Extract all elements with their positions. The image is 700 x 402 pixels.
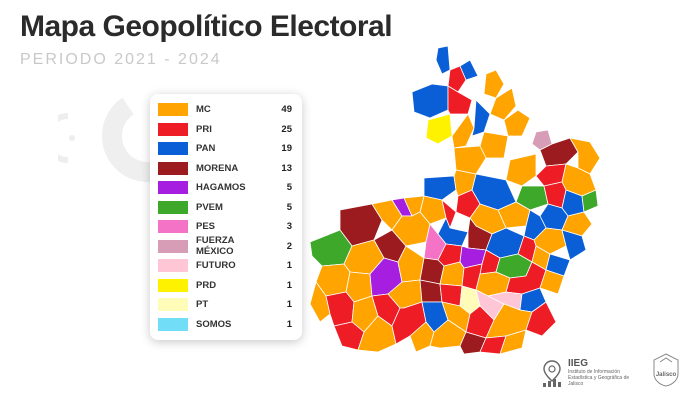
legend-value: 2 <box>286 240 292 252</box>
municipality <box>561 229 587 261</box>
legend-label: PES <box>196 221 216 233</box>
legend-value: 1 <box>286 299 292 311</box>
jalisco-emblem-icon <box>653 353 679 387</box>
municipality <box>505 153 537 187</box>
municipality <box>581 189 599 213</box>
legend-value: 49 <box>281 104 292 116</box>
legend-label: PVEM <box>196 201 223 213</box>
municipality <box>391 211 431 247</box>
legend-swatch <box>158 220 188 234</box>
municipality <box>459 59 479 81</box>
legend-value: 13 <box>281 162 292 174</box>
legend-item-futuro: FUTURO 1 <box>158 256 292 276</box>
municipality <box>411 83 449 119</box>
legend-item-pvem: PVEM 5 <box>158 198 292 218</box>
legend-value: 1 <box>286 318 292 330</box>
legend-swatch <box>158 278 188 292</box>
jalisco-label: Jalisco <box>655 372 677 378</box>
legend-item-fuerza-mexico: FUERZA MÉXICO 2 <box>158 235 292 258</box>
municipality <box>451 113 475 149</box>
legend-label: PAN <box>196 143 216 155</box>
legend-swatch <box>158 239 188 253</box>
legend-swatch <box>158 259 188 273</box>
municipality <box>435 45 451 75</box>
municipality <box>453 145 487 175</box>
location-pin-icon <box>543 359 561 387</box>
legend-item-pan: PAN 19 <box>158 139 292 159</box>
municipality <box>447 85 473 115</box>
legend-label: SOMOS <box>196 318 232 330</box>
legend-value: 1 <box>286 279 292 291</box>
legend-item-pri: PRI 25 <box>158 120 292 140</box>
legend-item-mc: MC 49 <box>158 100 292 120</box>
legend-value: 25 <box>281 123 292 135</box>
municipality <box>471 99 491 137</box>
page-subtitle: PERIODO 2021 - 2024 <box>20 51 222 68</box>
legend-label: PT <box>196 299 209 311</box>
legend-swatch <box>158 181 188 195</box>
legend-item-pt: PT 1 <box>158 295 292 315</box>
legend-swatch <box>158 122 188 136</box>
legend-item-somos: SOMOS 1 <box>158 315 292 335</box>
legend-label: HAGAMOS <box>196 182 246 194</box>
legend-item-hagamos: HAGAMOS 5 <box>158 178 292 198</box>
legend-value: 3 <box>286 221 292 233</box>
legend-item-morena: MORENA 13 <box>158 159 292 179</box>
municipality <box>489 87 517 121</box>
legend-label: FUTURO <box>196 260 236 272</box>
legend-swatch <box>158 103 188 117</box>
legend-swatch <box>158 161 188 175</box>
municipality <box>561 211 593 237</box>
municipality <box>419 257 445 285</box>
legend-swatch <box>158 298 188 312</box>
legend-value: 5 <box>286 182 292 194</box>
legend-swatch <box>158 200 188 214</box>
municipality <box>425 113 453 145</box>
legend-label: FUERZA MÉXICO <box>196 235 235 258</box>
legend-swatch <box>158 317 188 331</box>
page-title: Mapa Geopolítico Electoral <box>20 10 393 43</box>
legend-value: 1 <box>286 260 292 272</box>
legend-label: MORENA <box>196 162 239 174</box>
jalisco-electoral-map <box>309 45 601 355</box>
institute-full-name: Instituto de Información Estadística y G… <box>568 369 630 387</box>
legend-item-prd: PRD 1 <box>158 276 292 296</box>
municipality <box>423 175 457 201</box>
legend-item-pes: PES 3 <box>158 217 292 237</box>
municipality <box>499 329 527 355</box>
legend-label: PRD <box>196 279 217 291</box>
municipality <box>479 131 509 159</box>
municipality <box>309 281 331 323</box>
legend-value: 5 <box>286 201 292 213</box>
legend-swatch <box>158 142 188 156</box>
municipality <box>325 291 355 327</box>
municipality <box>515 185 549 211</box>
municipality <box>539 269 565 295</box>
municipality <box>447 65 467 93</box>
legend-panel: MC 49 PRI 25 PAN 19 MORENA 13 HAGAMOS 5 … <box>150 94 302 340</box>
municipality <box>525 301 557 337</box>
municipality <box>503 109 531 137</box>
municipality <box>483 69 505 99</box>
legend-label: PRI <box>196 123 212 135</box>
institute-short-name: IIEG <box>568 358 589 369</box>
legend-label: MC <box>196 104 211 116</box>
legend-value: 19 <box>281 143 292 155</box>
iieg-logo: IIEG Instituto de Información Estadístic… <box>540 358 638 387</box>
